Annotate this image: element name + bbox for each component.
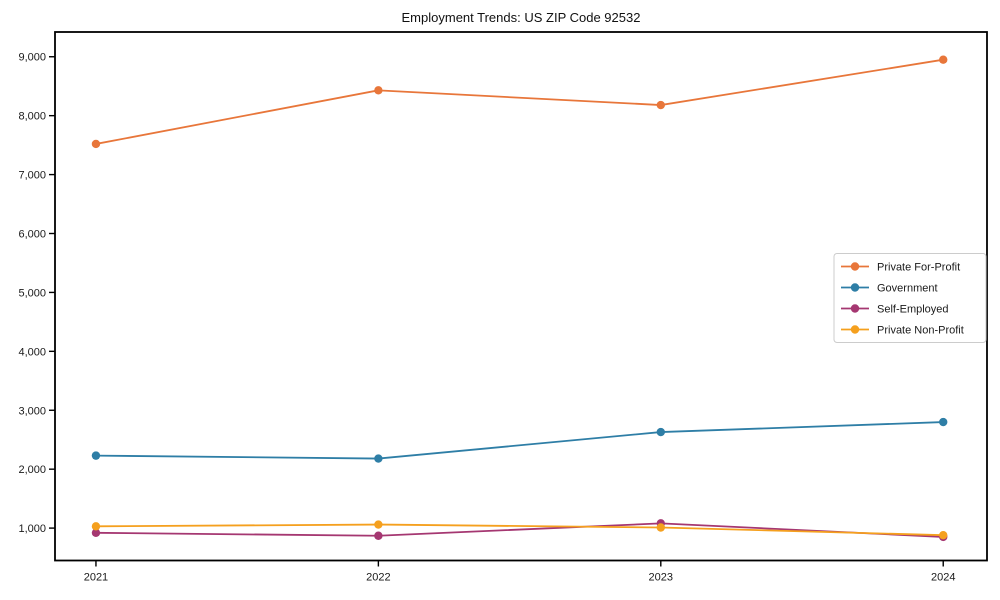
data-point [656, 523, 665, 532]
y-tick-label: 2,000 [18, 464, 46, 476]
data-point [374, 531, 383, 540]
data-point [91, 522, 101, 531]
y-tick-label: 8,000 [18, 111, 46, 123]
series-line-self-employed [95, 522, 944, 538]
data-point [656, 100, 665, 110]
legend-label: Private For-Profit [877, 262, 960, 274]
legend-marker [850, 304, 860, 313]
data-point [91, 451, 101, 460]
data-point [374, 454, 383, 463]
y-tick-label: 4,000 [18, 346, 46, 358]
data-point [91, 528, 101, 538]
y-tick-label: 9,000 [18, 52, 46, 64]
y-tick-label: 6,000 [18, 229, 46, 241]
y-tick-label: 5,000 [18, 287, 46, 299]
legend-marker [850, 283, 860, 292]
series-line-government [95, 421, 944, 460]
legend: Private For-Profit Government Self-Employe… [833, 253, 987, 343]
legend-label: Private Non-Profit [877, 325, 964, 337]
x-tick-label: 2021 [84, 572, 108, 584]
y-tick-label: 7,000 [18, 170, 46, 182]
chart-title: Employment Trends: US ZIP Code 92532 [401, 10, 641, 25]
data-point [939, 530, 948, 540]
y-tick-label: 1,000 [18, 523, 46, 535]
legend-box [833, 253, 987, 343]
y-tick-label: 3,000 [18, 405, 46, 417]
legend-marker [850, 262, 860, 271]
data-point [374, 86, 383, 95]
x-tick-label: 2022 [366, 572, 390, 584]
data-point [939, 417, 948, 427]
data-point [656, 427, 665, 437]
data-point [939, 55, 948, 64]
data-point [91, 139, 101, 149]
legend-label: Self-Employed [877, 304, 949, 316]
data-point [374, 520, 383, 529]
series-line-private-non-profit [95, 523, 944, 537]
legend-label: Government [877, 283, 938, 295]
x-tick-label: 2024 [931, 572, 955, 584]
legend-marker [850, 325, 860, 334]
plot-border [54, 31, 988, 562]
series-line-private-for-profit [95, 58, 944, 145]
x-tick-label: 2023 [649, 572, 673, 584]
